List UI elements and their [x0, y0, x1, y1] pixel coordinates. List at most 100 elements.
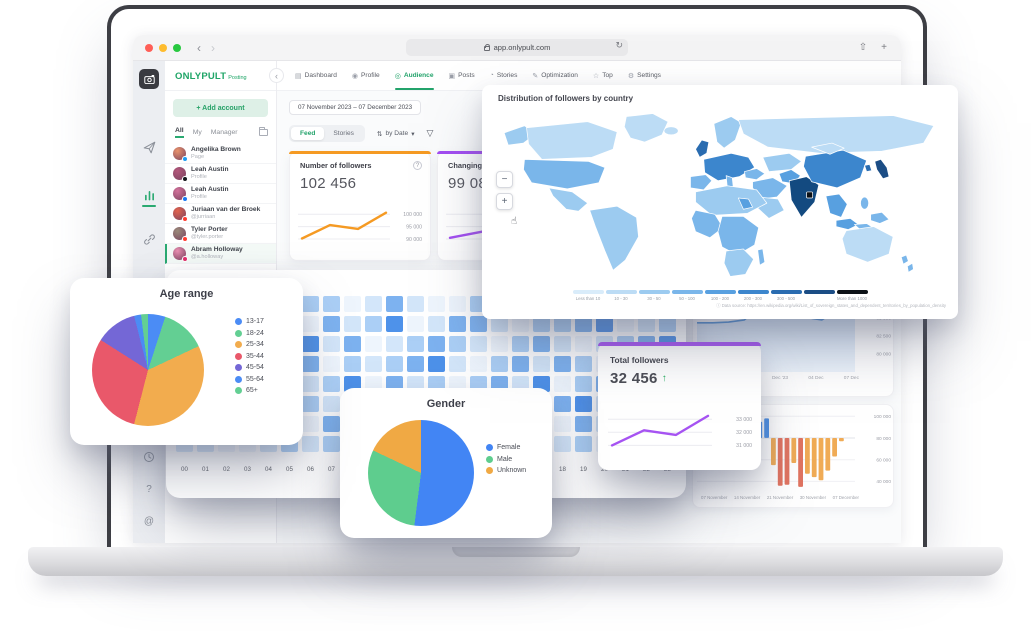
- browser-chrome: ‹ › app.onlypult.com ↻ ⇧ +: [133, 35, 901, 61]
- heatmap-cell: [302, 376, 319, 392]
- laptop-base: [28, 547, 1003, 576]
- account-row[interactable]: Tyler Porter @tyler.porter: [165, 224, 276, 244]
- collapse-sidebar-button[interactable]: ‹: [269, 68, 284, 83]
- total-followers-card: Total followers 32 456 ↑ 33 000 32 000 31 …: [598, 342, 761, 470]
- tab-audience[interactable]: ◎ Audience: [394, 61, 434, 90]
- feed-tab[interactable]: Feed: [291, 127, 325, 140]
- heatmap-cell: [491, 316, 508, 332]
- feed-controls: Feed Stories ⇅ by Date ▾ ▽: [289, 125, 433, 142]
- tab-stories[interactable]: ◔ Stories: [489, 72, 518, 79]
- gender-legend: Female Male Unknown: [486, 444, 526, 474]
- audience-icon: ◎: [394, 72, 401, 80]
- age-range-card: Age range 13-17 18-24 25-34 35-44 45-54 55-64…: [70, 278, 303, 445]
- account-row[interactable]: Angelika Brown Page: [165, 144, 276, 164]
- heatmap-cell: [596, 316, 613, 332]
- heatmap-cell: [491, 356, 508, 372]
- heatmap-cell: [344, 296, 361, 312]
- heatmap-cell: [428, 316, 445, 332]
- forward-icon[interactable]: ›: [211, 40, 215, 55]
- folder-icon[interactable]: [259, 127, 268, 136]
- tab-optimization[interactable]: ✎ Optimization: [532, 72, 578, 80]
- map-legend: Less than 10 10 - 30 30 - 50 50 - 100 100 - …: [482, 290, 958, 301]
- heatmap-cell: [323, 356, 340, 372]
- svg-text:80 000: 80 000: [876, 436, 891, 442]
- tab-settings[interactable]: ⚙ Settings: [627, 72, 661, 80]
- heatmap-cell: [323, 316, 340, 332]
- heatmap-cell: [617, 316, 634, 332]
- avatar: [173, 167, 188, 182]
- heatmap-cell: [323, 376, 340, 392]
- add-account-button[interactable]: + Add account: [173, 99, 268, 117]
- tab-top[interactable]: ☆ Top: [592, 72, 613, 80]
- close-window-icon[interactable]: [145, 43, 153, 52]
- tab-profile[interactable]: ◉ Profile: [351, 72, 380, 80]
- map-zoom-in-button[interactable]: +: [496, 193, 513, 210]
- back-icon[interactable]: ‹: [197, 40, 201, 55]
- map-legend-item: 300 - 500: [770, 290, 802, 301]
- filter-funnel-icon[interactable]: ▽: [426, 128, 434, 138]
- sidebar-tab-manager[interactable]: Manager: [210, 129, 238, 136]
- heatmap-cell: [344, 356, 361, 372]
- x-axis-label: 07 Dec: [843, 376, 859, 381]
- tab-posts[interactable]: ▣ Posts: [448, 72, 475, 80]
- refresh-icon[interactable]: ↻: [615, 40, 623, 50]
- stories-tab[interactable]: Stories: [333, 130, 354, 137]
- account-name: Angelika Brown: [191, 146, 241, 154]
- heatmap-cell: [323, 296, 340, 312]
- gender-card: Gender Female Male Unknown: [340, 388, 552, 538]
- sidebar-tab-all[interactable]: All: [175, 127, 184, 138]
- svg-text:33 000: 33 000: [736, 417, 752, 423]
- youtube-badge-icon: [182, 236, 188, 242]
- map-zoom-out-button[interactable]: −: [496, 171, 513, 188]
- heatmap-cell: [470, 336, 487, 352]
- legend-item: Male: [486, 455, 526, 463]
- avatar: [173, 207, 188, 222]
- changing-card-title: Changing: [448, 161, 483, 170]
- account-row[interactable]: Leah Austin Profile: [165, 184, 276, 204]
- bar-chart-x-axis: 07 November 14 November 21 November 30 Nove…: [701, 495, 859, 500]
- address-bar[interactable]: app.onlypult.com ↻: [406, 39, 628, 56]
- legend-item: 35-44: [235, 352, 264, 360]
- heatmap-cell: [344, 336, 361, 352]
- history-clock-icon[interactable]: [141, 449, 157, 465]
- sidebar-tab-my[interactable]: My: [192, 129, 202, 136]
- zoom-window-icon[interactable]: [173, 43, 181, 52]
- camera-app-logo-icon[interactable]: [139, 69, 159, 89]
- account-row[interactable]: Juriaan van der Broek @jurriaan: [165, 204, 276, 224]
- optimization-icon: ✎: [532, 72, 539, 80]
- laptop-notch: [451, 547, 580, 557]
- total-followers-chart: 33 000 32 000 31 000: [608, 405, 754, 462]
- tab-dashboard[interactable]: ▤ Dashboard: [295, 72, 337, 80]
- hour-label: 06: [307, 466, 314, 473]
- share-icon[interactable]: ⇧: [858, 42, 868, 53]
- legend-item: 18-24: [235, 329, 264, 337]
- link-icon[interactable]: [141, 231, 157, 247]
- logo-text: ONLYPULT: [175, 71, 227, 82]
- analytics-icon[interactable]: [141, 187, 157, 203]
- date-range-picker[interactable]: 07 November 2023 – 07 December 2023: [289, 100, 422, 115]
- account-row[interactable]: Abram Holloway @a.holloway: [165, 244, 276, 264]
- traffic-lights[interactable]: [145, 43, 187, 52]
- onlypult-logo[interactable]: ONLYPULT Posting: [165, 61, 276, 91]
- account-row[interactable]: Leah Austin Profile: [165, 164, 276, 184]
- new-tab-icon[interactable]: +: [881, 42, 887, 53]
- heatmap-cell: [554, 316, 571, 332]
- minimize-window-icon[interactable]: [159, 43, 167, 52]
- heatmap-cell: [365, 316, 382, 332]
- followers-card-title: Number of followers: [300, 161, 372, 170]
- sort-dropdown[interactable]: ⇅ by Date ▾: [377, 130, 415, 138]
- mentions-icon[interactable]: @: [143, 515, 155, 527]
- tiktok-badge-icon: [182, 176, 188, 182]
- posts-icon: ▣: [448, 72, 456, 80]
- map-data-source: ⓘ Data source: https://en.wikipedia.org/…: [716, 303, 946, 308]
- info-icon[interactable]: ?: [413, 161, 422, 170]
- heatmap-cell: [407, 316, 424, 332]
- heatmap-cell: [449, 336, 466, 352]
- send-icon[interactable]: [141, 139, 157, 155]
- heatmap-cell: [659, 316, 676, 332]
- age-range-legend: 13-17 18-24 25-34 35-44 45-54 55-64 65+: [235, 318, 264, 394]
- followers-card: Number of followers ? 102 456 100 000 95 …: [289, 151, 431, 261]
- svg-text:31 000: 31 000: [736, 443, 752, 449]
- world-map[interactable]: [496, 107, 944, 290]
- help-icon[interactable]: ?: [146, 483, 152, 495]
